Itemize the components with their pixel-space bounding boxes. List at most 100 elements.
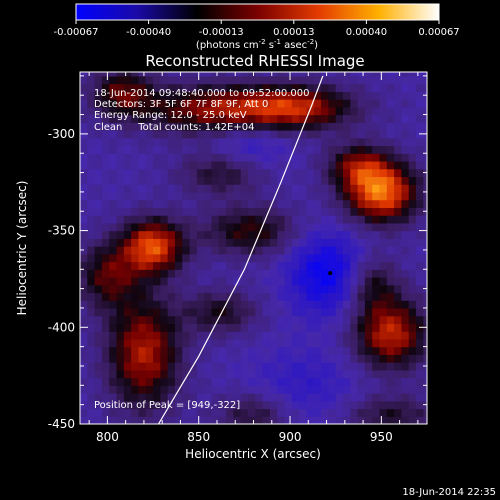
heatmap-cell [189, 222, 198, 232]
heatmap-cell [306, 354, 315, 363]
annotation-energy-range: Energy Range: 12.0 - 25.0 keV [94, 110, 247, 121]
heatmap-cell [123, 176, 132, 185]
heatmap-cell [321, 300, 329, 309]
heatmap-cell [109, 284, 118, 294]
heatmap-cell [138, 354, 147, 363]
heatmap-cell [145, 99, 154, 108]
heatmap-cell [306, 315, 315, 325]
heatmap-cell [101, 176, 110, 185]
heatmap-cell [299, 338, 308, 348]
heatmap-cell [423, 83, 427, 92]
heatmap-cell [211, 246, 220, 255]
heatmap-cell [255, 253, 264, 263]
heatmap-cell [109, 354, 118, 363]
heatmap-cell [116, 261, 125, 270]
heatmap-cell [299, 354, 308, 363]
heatmap-cell [401, 160, 410, 170]
axis-ticks: 800 850 900 950-300-350-400-450 [48, 72, 427, 444]
heatmap-cell [233, 184, 242, 193]
heatmap-cell [408, 130, 417, 139]
heatmap-cell [145, 362, 154, 371]
heatmap-cell [269, 130, 278, 139]
heatmap-cell [299, 199, 308, 208]
heatmap-cell [109, 130, 118, 139]
heatmap-cell [423, 307, 427, 317]
heatmap-cell [364, 331, 373, 340]
heatmap-cell [357, 292, 366, 301]
heatmap-cell [372, 369, 381, 379]
heatmap-cell [394, 207, 403, 216]
heatmap-cell [211, 191, 220, 201]
heatmap-cell [145, 315, 154, 325]
heatmap-cell [218, 400, 227, 410]
heatmap-cell [94, 130, 103, 139]
heatmap-cell [386, 338, 395, 348]
heatmap-cell [291, 277, 300, 286]
heatmap-cell [167, 315, 176, 325]
heatmap-cell [101, 362, 110, 371]
heatmap-cell [372, 230, 381, 239]
heatmap-cell [328, 315, 337, 325]
heatmap-cell [408, 106, 417, 116]
heatmap-cell [160, 83, 169, 92]
heatmap-cell [299, 300, 308, 309]
heatmap-cell [87, 160, 96, 170]
heatmap-cell [109, 238, 118, 247]
heatmap-cell [269, 246, 278, 255]
heatmap-cell [189, 354, 198, 363]
heatmap-cell [189, 137, 198, 147]
heatmap-cell [328, 277, 337, 286]
heatmap-cell [386, 130, 395, 139]
heatmap-cell [262, 246, 271, 255]
heatmap-cell [116, 215, 125, 224]
heatmap-cell [364, 184, 373, 193]
heatmap-cell [277, 72, 286, 77]
heatmap-cell [342, 122, 351, 131]
heatmap-cell [357, 408, 366, 417]
heatmap-cell [226, 253, 235, 263]
heatmap-cell [101, 277, 110, 286]
heatmap-cell [379, 400, 388, 410]
heatmap-cell [174, 191, 183, 201]
heatmap-cell [123, 284, 132, 294]
heatmap-cell [211, 284, 220, 294]
heatmap-cell [94, 315, 103, 325]
heatmap-cell [386, 393, 395, 402]
heatmap-cell [138, 323, 147, 332]
heatmap-cell [277, 284, 286, 294]
heatmap-cell [218, 215, 227, 224]
heatmap-cell [145, 145, 154, 154]
heatmap-cell [87, 261, 96, 270]
heatmap-cell [160, 354, 169, 363]
heatmap-cell [313, 261, 322, 270]
heatmap-cell [189, 323, 198, 332]
heatmap-cell [401, 284, 410, 294]
heatmap-cell [145, 369, 154, 379]
heatmap-cell [138, 137, 147, 147]
heatmap-cell [174, 362, 183, 371]
heatmap-cell [167, 246, 176, 255]
heatmap-cell [116, 315, 125, 325]
heatmap-cell [211, 385, 220, 394]
heatmap-cell [357, 176, 366, 185]
heatmap-cell [123, 145, 132, 154]
heatmap-cell [291, 168, 300, 178]
heatmap-cell [240, 83, 249, 92]
heatmap-cell [116, 323, 125, 332]
heatmap-cell [226, 75, 235, 85]
heatmap-cell [313, 91, 322, 100]
heatmap-cell [328, 130, 337, 139]
heatmap-cell [394, 253, 403, 263]
heatmap-cell [248, 130, 256, 139]
heatmap-cell [167, 369, 176, 379]
heatmap-cell [416, 153, 424, 162]
heatmap-cell [101, 284, 110, 294]
heatmap-cell [226, 416, 235, 424]
heatmap-cell [123, 230, 132, 239]
heatmap-cell [167, 176, 176, 185]
heatmap-cell [255, 331, 264, 340]
heatmap-cell [116, 246, 125, 255]
heatmap-cell [306, 408, 315, 417]
heatmap-cell [204, 369, 213, 379]
heatmap-cell [299, 408, 308, 417]
